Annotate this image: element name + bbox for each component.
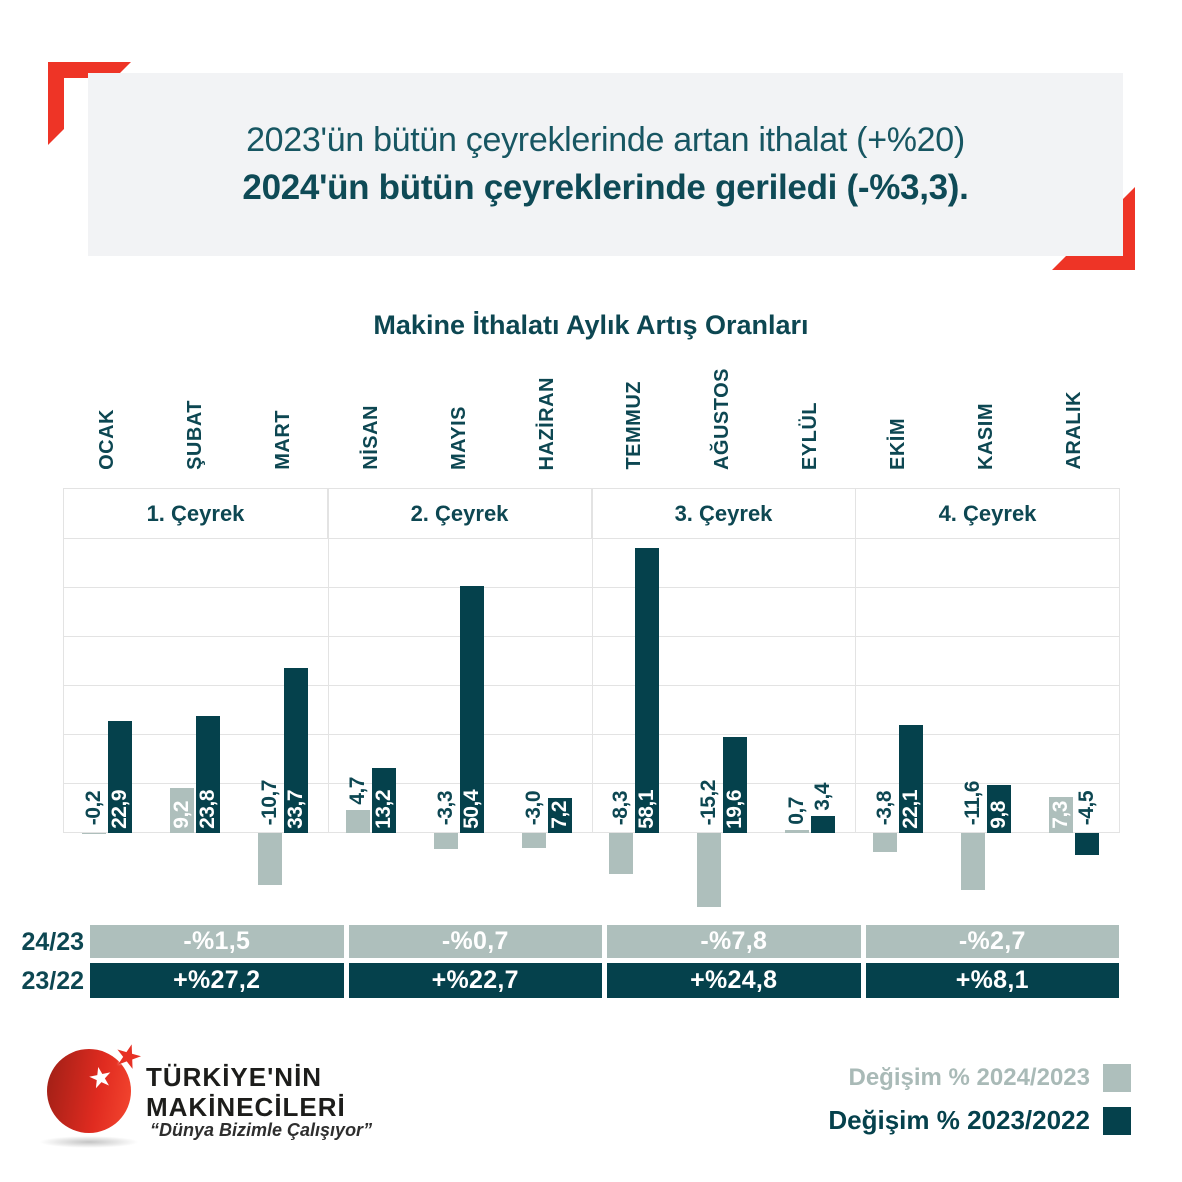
quarter-divider — [855, 489, 857, 832]
quarter-divider — [591, 489, 593, 832]
value-label-dark-KASIM: 9,8 — [987, 801, 1011, 829]
month-label-AĞUSTOS: AĞUSTOS — [711, 367, 734, 470]
legend-item-2024-2023: Değişim % 2024/2023 — [848, 1064, 1131, 1092]
chart-grid: 1. Çeyrek 2. Çeyrek 3. Çeyrek 4. Çeyrek — [63, 488, 1120, 833]
bar-gray-KASIM — [961, 833, 986, 890]
bar-gray-ŞUBAT — [169, 788, 194, 833]
quarter-label-3: 3. Çeyrek — [592, 489, 856, 538]
legend-label: Değişim % 2024/2023 — [848, 1064, 1091, 1091]
bar-gray-MAYIS — [433, 833, 458, 849]
bar-dark-ARALIK — [1075, 833, 1100, 855]
bar-dark-ŞUBAT — [195, 716, 220, 833]
value-label-gray-MAYIS: -3,3 — [433, 790, 457, 825]
bar-dark-KASIM — [987, 785, 1012, 833]
bar-dark-MART — [283, 668, 308, 833]
bar-gray-AĞUSTOS — [697, 833, 722, 907]
bar-gray-ARALIK — [1049, 797, 1074, 833]
logo-name-line1: TÜRKİYE'NİN — [146, 1062, 323, 1092]
bar-dark-MAYIS — [459, 586, 484, 833]
month-label-HAZİRAN: HAZİRAN — [535, 376, 558, 471]
value-label-gray-EYLÜL: 0,7 — [785, 797, 809, 825]
summary-cell: +%27,2 — [90, 963, 344, 998]
value-label-gray-MART: -10,7 — [257, 779, 281, 825]
value-label-dark-EYLÜL: 3,4 — [811, 783, 835, 811]
month-label-MAYIS: MAYIS — [447, 405, 470, 470]
summary-row-2023-2022: +%27,2 +%22,7 +%24,8 +%8,1 — [90, 963, 1119, 998]
bar-dark-EKİM — [899, 725, 924, 833]
header-panel: 2023'ün bütün çeyreklerinde artan ithala… — [88, 73, 1123, 256]
logo-name-line2: MAKİNECİLERİ — [146, 1092, 346, 1122]
bar-gray-EYLÜL — [785, 830, 810, 833]
legend-swatch-gray — [1103, 1064, 1131, 1092]
summary-cell: +%24,8 — [607, 963, 861, 998]
bar-gray-HAZİRAN — [521, 833, 546, 848]
value-label-gray-AĞUSTOS: -15,2 — [697, 779, 721, 825]
header-line2: 2024'ün bütün çeyreklerinde geriledi (-%… — [242, 168, 969, 207]
value-label-dark-HAZİRAN: 7,2 — [547, 801, 571, 829]
summary-cell: -%7,8 — [607, 925, 861, 958]
summary-row-label-23-22: 23/22 — [21, 967, 84, 995]
value-label-dark-NİSAN: 13,2 — [371, 790, 395, 829]
bar-dark-AĞUSTOS — [723, 737, 748, 833]
legend-swatch-dark — [1103, 1106, 1131, 1135]
chart-title: Makine İthalatı Aylık Artış Oranları — [373, 310, 809, 340]
bar-dark-NİSAN — [371, 768, 396, 833]
bar-dark-HAZİRAN — [547, 798, 572, 833]
quarter-divider — [327, 489, 329, 832]
month-label-KASIM: KASIM — [975, 403, 998, 470]
month-label-EKİM: EKİM — [887, 418, 910, 470]
value-label-dark-ŞUBAT: 23,8 — [195, 790, 219, 829]
quarter-label-4: 4. Çeyrek — [938, 500, 1037, 526]
chart-legend: Değişim % 2024/2023 Değişim % 2023/2022 — [828, 1064, 1131, 1136]
legend-item-2023-2022: Değişim % 2023/2022 — [828, 1105, 1131, 1136]
value-label-gray-TEMMUZ: -8,3 — [609, 790, 633, 825]
month-label-EYLÜL: EYLÜL — [799, 401, 822, 470]
value-label-gray-EKİM: -3,8 — [873, 790, 897, 825]
summary-cell: -%1,5 — [90, 925, 344, 958]
value-label-dark-TEMMUZ: 58,1 — [635, 790, 659, 829]
month-label-TEMMUZ: TEMMUZ — [623, 381, 646, 470]
bar-gray-NİSAN — [345, 810, 370, 833]
bar-gray-OCAK — [81, 833, 106, 834]
bar-dark-EYLÜL — [811, 816, 836, 833]
legend-label: Değişim % 2023/2022 — [828, 1105, 1090, 1135]
value-label-dark-ARALIK: -4,5 — [1075, 790, 1099, 825]
value-label-gray-ŞUBAT: 9,2 — [169, 801, 193, 829]
value-label-dark-AĞUSTOS: 19,6 — [723, 790, 747, 829]
bar-dark-TEMMUZ — [635, 548, 660, 833]
logo-tagline: “Dünya Bizimle Çalışıyor” — [150, 1120, 373, 1140]
summary-cell: +%22,7 — [348, 963, 602, 998]
red-star-icon: ★ — [109, 1034, 148, 1078]
month-label-ARALIK: ARALIK — [1063, 391, 1086, 470]
bar-gray-TEMMUZ — [609, 833, 634, 874]
value-label-dark-MAYIS: 50,4 — [459, 790, 483, 829]
summary-cell: -%0,7 — [348, 925, 602, 958]
value-label-gray-ARALIK: 7,3 — [1049, 801, 1073, 829]
value-label-gray-NİSAN: 4,7 — [345, 777, 369, 805]
bar-dark-OCAK — [107, 721, 132, 833]
quarter-label-2: 2. Çeyrek — [328, 489, 592, 538]
month-label-OCAK: OCAK — [95, 409, 118, 470]
bar-gray-EKİM — [873, 833, 898, 852]
header-line1: 2023'ün bütün çeyreklerinde artan ithala… — [246, 121, 965, 159]
value-label-dark-EKİM: 22,1 — [899, 790, 923, 829]
month-label-MART: MART — [271, 410, 294, 470]
summary-cell: -%2,7 — [865, 925, 1119, 958]
value-label-dark-MART: 33,7 — [283, 790, 307, 829]
summary-cell: +%8,1 — [865, 963, 1119, 998]
value-label-gray-OCAK: -0,2 — [81, 790, 105, 825]
summary-row-2024-2023: -%1,5 -%0,7 -%7,8 -%2,7 — [90, 925, 1119, 958]
logo-shadow — [39, 1136, 139, 1148]
bar-gray-MART — [257, 833, 282, 885]
logo-circle — [47, 1049, 131, 1133]
quarter-label-1: 1. Çeyrek — [64, 489, 328, 538]
month-label-ŞUBAT: ŞUBAT — [183, 400, 206, 470]
value-label-dark-OCAK: 22,9 — [107, 790, 131, 829]
value-label-gray-HAZİRAN: -3,0 — [521, 790, 545, 825]
summary-row-label-24-23: 24/23 — [21, 928, 84, 956]
value-label-gray-KASIM: -11,6 — [961, 780, 985, 825]
month-label-NİSAN: NİSAN — [359, 405, 382, 470]
